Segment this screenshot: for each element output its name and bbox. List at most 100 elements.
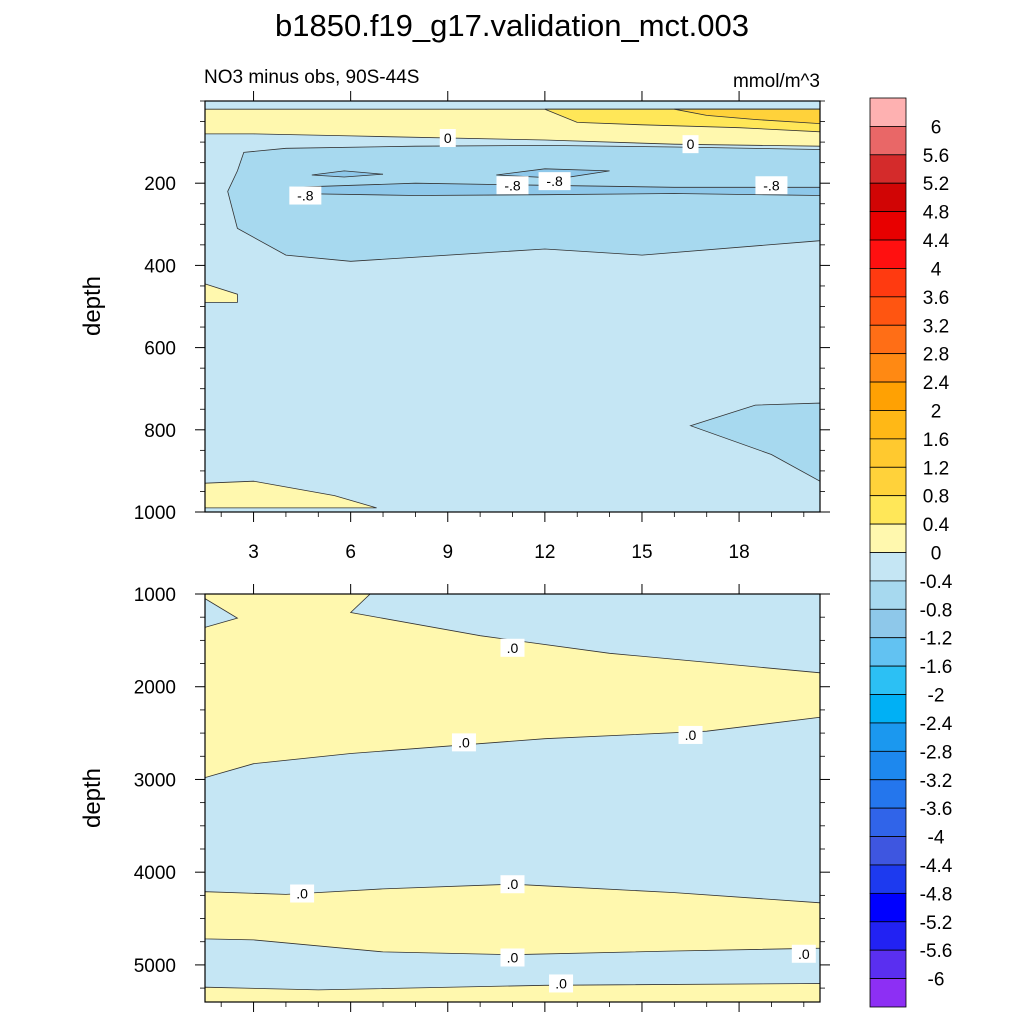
colorbar-swatch (869, 580, 907, 610)
colorbar-swatch (869, 722, 907, 752)
colorbar-swatch (869, 126, 907, 156)
colorbar-swatch (869, 182, 907, 213)
x-tick-label: 12 (534, 542, 555, 563)
upper-y-tick-label: 1000 (134, 503, 176, 524)
colorbar-swatch (869, 268, 907, 298)
upper-panel: 3 6 9 12 15 18 200 400 600 800 1000 0 0 -.8 -.8 -.8 -.8… (79, 91, 830, 563)
contour-label-bg (290, 884, 315, 903)
upper-contour-fills (204, 101, 821, 512)
colorbar-swatch (869, 552, 907, 582)
colorbar-swatch (869, 608, 907, 639)
upper-y-tick-label: 400 (144, 256, 176, 277)
colorbar-swatch (869, 750, 907, 781)
units-label: mmol/m^3 (733, 71, 820, 92)
colorbar-swatch (869, 154, 907, 184)
colorbar-label: 0 (931, 544, 942, 565)
colorbar-swatch (869, 694, 907, 724)
colorbar-label: -2.4 (920, 714, 953, 735)
colorbar-label: -3.6 (920, 799, 953, 820)
x-tick-label: 18 (729, 542, 750, 563)
x-tick-label: 3 (248, 542, 259, 563)
colorbar-label: 1.6 (923, 430, 949, 451)
contour-label-bg (678, 725, 703, 744)
colorbar-label: -4 (928, 828, 945, 849)
contour-label: .0 (507, 640, 519, 656)
colorbar-swatch (869, 495, 907, 525)
contour-label: .0 (685, 727, 697, 743)
contour-label-bg (791, 944, 816, 963)
lower-contour-fills (204, 593, 821, 1003)
colorbar-label: 4.4 (923, 231, 950, 252)
lower-axes: 1000 2000 3000 4000 5000 (134, 584, 830, 1012)
contour-label: 0 (687, 136, 695, 152)
colorbar-label: 4 (931, 259, 942, 280)
lower-y-tick-label: 3000 (134, 770, 176, 791)
x-tick-label: 15 (631, 542, 652, 563)
colorbar-label: -1.6 (920, 657, 953, 678)
contour-label-bg (439, 128, 456, 147)
colorbar-label: 0.8 (923, 487, 949, 508)
upper-y-tick-label: 800 (144, 421, 176, 442)
colorbar: 6 5.6 5.2 4.8 4.4 4 3.6 3.2 2.8 2.4 2 1.6 1.2 0.8 0.4 0… (869, 97, 953, 1008)
colorbar-swatch (869, 921, 907, 951)
colorbar-swatch (869, 864, 907, 894)
colorbar-swatch (869, 353, 907, 383)
colorbar-swatch (869, 949, 907, 979)
colorbar-label: -0.4 (920, 572, 953, 593)
colorbar-swatch (869, 836, 907, 866)
colorbar-label: -4.8 (920, 884, 953, 905)
colorbar-label: 3.6 (923, 288, 949, 309)
colorbar-swatch (869, 779, 907, 809)
contour-label-bg (682, 135, 699, 154)
colorbar-swatch (869, 665, 907, 695)
lower-y-tick-label: 4000 (134, 863, 176, 884)
colorbar-label: 0.4 (923, 515, 950, 536)
contour-label: -.8 (763, 177, 780, 193)
colorbar-label: -1.2 (920, 629, 953, 650)
colorbar-label: 5.2 (923, 174, 949, 195)
colorbar-swatch (869, 97, 907, 127)
colorbar-swatch (869, 892, 907, 923)
contour-label: -.8 (546, 173, 563, 189)
colorbar-swatch (869, 296, 907, 326)
upper-contour-region (311, 170, 384, 178)
contour-label: -.8 (297, 188, 314, 204)
lower-y-axis-label: depth (79, 768, 106, 828)
contour-label-bg (500, 875, 525, 894)
colorbar-swatch (869, 410, 907, 440)
colorbar-swatch (869, 523, 907, 553)
colorbar-swatch (869, 211, 907, 241)
lower-y-tick-label: 2000 (134, 678, 176, 699)
contour-label: .0 (296, 886, 308, 902)
contour-label: .0 (507, 949, 519, 965)
colorbar-swatch (869, 978, 907, 1008)
colorbar-swatch (869, 807, 907, 837)
contour-label-bg (289, 186, 322, 205)
contour-label: .0 (507, 876, 519, 892)
colorbar-swatch (869, 381, 907, 411)
colorbar-label: 3.2 (923, 316, 949, 337)
colorbar-label: 4.8 (923, 203, 949, 224)
colorbar-label: 2.4 (923, 373, 950, 394)
colorbar-label: 2 (931, 401, 942, 422)
lower-contour-labels: .0 .0 .0 .0 .0 .0 .0 .0 (290, 638, 816, 993)
colorbar-label: 5.6 (923, 146, 949, 167)
colorbar-label: -2.8 (920, 742, 953, 763)
contour-label-bg (500, 638, 525, 657)
lower-y-tick-label: 1000 (134, 585, 176, 606)
lower-panel: 1000 2000 3000 4000 5000 .0 .0 .0 .0 .0 .0 .0 .0 de… (79, 584, 830, 1012)
colorbar-label: 2.8 (923, 345, 949, 366)
x-tick-label: 6 (345, 542, 356, 563)
figure-title: b1850.f19_g17.validation_mct.003 (275, 8, 749, 43)
colorbar-label: -0.8 (920, 600, 953, 621)
upper-contour-region (674, 108, 821, 125)
contour-label-bg (549, 974, 574, 993)
colorbar-swatch (869, 239, 907, 269)
upper-y-tick-label: 600 (144, 339, 176, 360)
contour-label: .0 (555, 975, 567, 991)
contour-label-bg (496, 176, 529, 195)
upper-y-tick-label: 200 (144, 174, 176, 195)
colorbar-label: 1.2 (923, 458, 949, 479)
upper-axes: 3 6 9 12 15 18 200 400 600 800 1000 (134, 91, 830, 563)
colorbar-label: 6 (931, 117, 942, 138)
